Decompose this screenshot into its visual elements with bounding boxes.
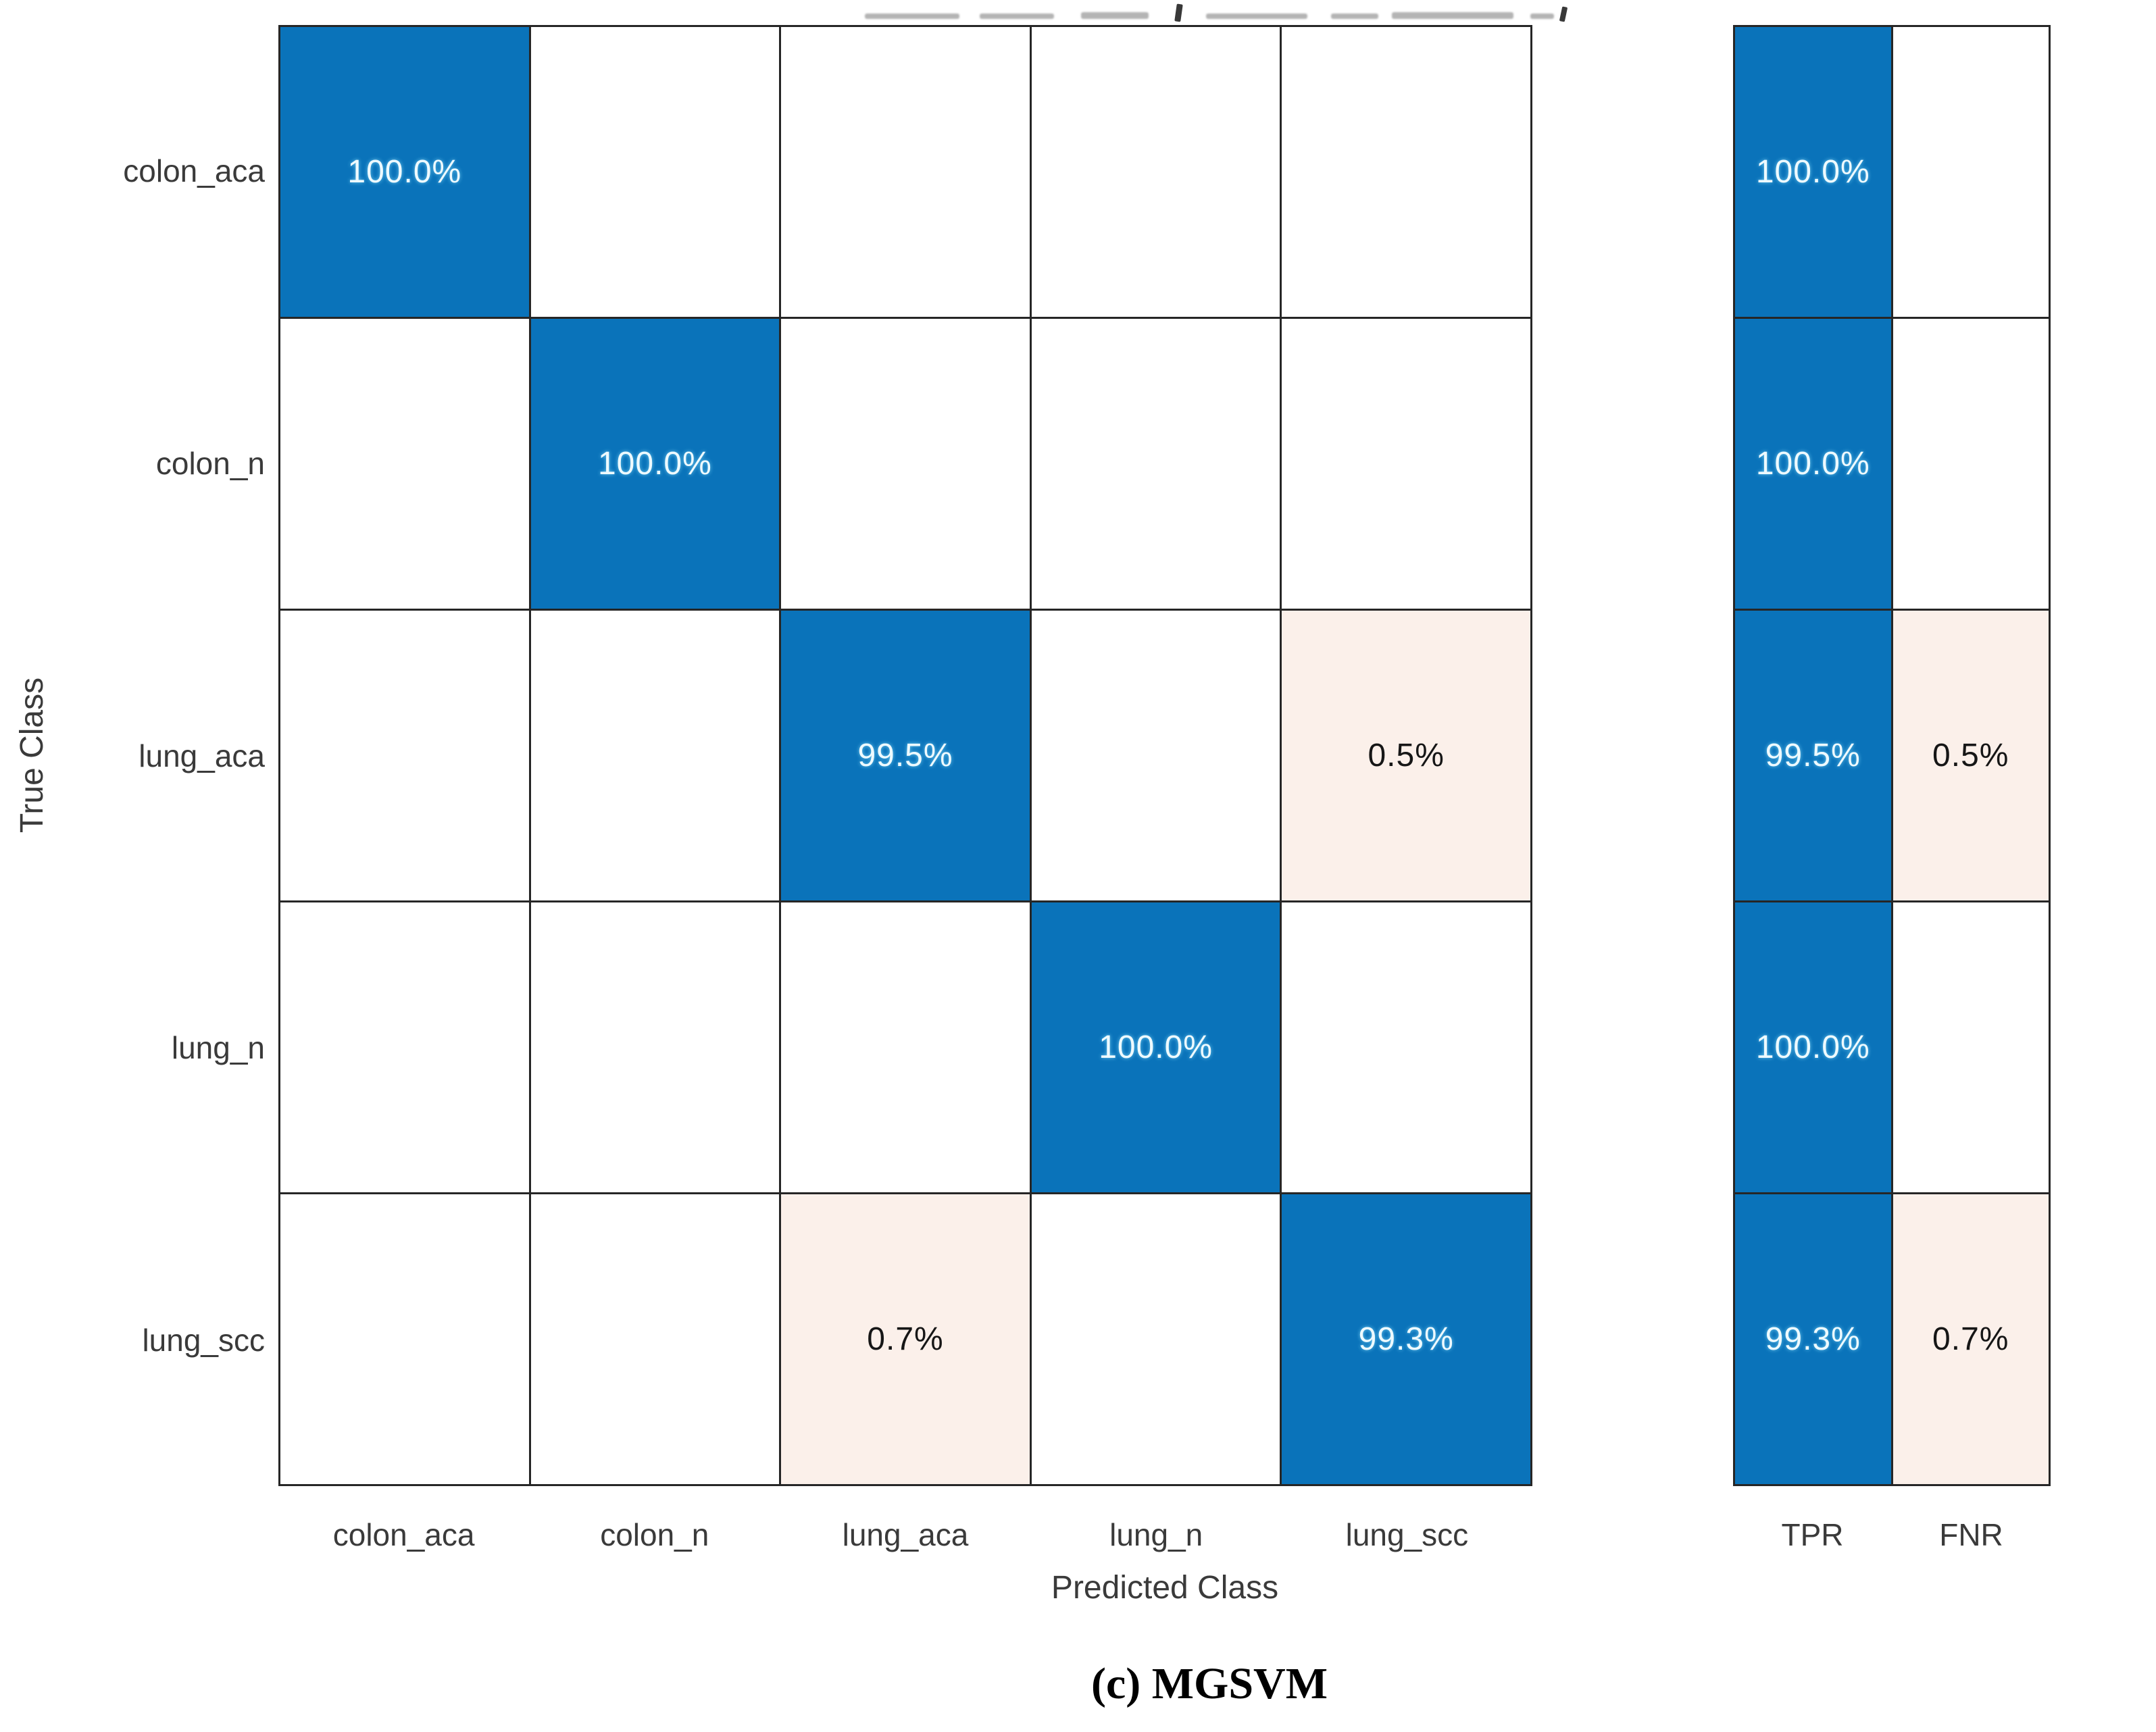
summary-column-label-fnr: FNR [1939,1517,2003,1552]
matrix-cell-lung_aca-colon_aca [280,611,529,900]
matrix-cell-lung_aca-lung_aca: 99.5% [781,611,1030,900]
matrix-cell-colon_n-colon_aca [280,319,529,609]
column-tick-label-lung_aca: lung_aca [842,1517,969,1552]
column-tick-label-lung_n: lung_n [1109,1517,1203,1552]
matrix-cell-lung_aca-lung_n [1031,611,1280,900]
x-axis-label: Predicted Class [1051,1570,1279,1606]
matrix-cell-lung_scc-lung_aca: 0.7% [781,1194,1030,1484]
matrix-cell-colon_aca-lung_n [1031,27,1280,317]
column-tick-label-lung_scc: lung_scc [1345,1517,1469,1552]
matrix-cell-colon_aca-lung_scc [1282,27,1530,317]
row-tick-label-lung_scc: lung_scc [142,1322,265,1358]
matrix-cell-lung_scc-lung_scc: 99.3% [1282,1194,1530,1484]
summary-cell-tpr-colon_n: 100.0% [1735,319,1891,609]
confusion-matrix-grid: 100.0% 100.0% 99.5% 0.5% 100.0% 0.7% 99.3% [278,25,1532,1486]
matrix-cell-colon_aca-lung_aca [781,27,1030,317]
figure-caption: (c) MGSVM [1090,1659,1328,1708]
matrix-cell-lung_aca-lung_scc: 0.5% [1282,611,1530,900]
matrix-cell-lung_n-colon_aca [280,902,529,1192]
summary-cell-fnr-lung_aca: 0.5% [1892,611,2049,900]
summary-cell-tpr-lung_aca: 99.5% [1735,611,1891,900]
summary-cell-fnr-colon_n [1892,319,2049,609]
matrix-cell-lung_scc-colon_aca [280,1194,529,1484]
summary-cell-tpr-lung_scc: 99.3% [1735,1194,1891,1484]
row-tick-label-lung_n: lung_n [171,1030,265,1066]
summary-cell-fnr-lung_scc: 0.7% [1892,1194,2049,1484]
summary-cell-tpr-colon_aca: 100.0% [1735,27,1891,317]
summary-cell-fnr-colon_aca [1892,27,2049,317]
matrix-cell-lung_n-colon_n [530,902,780,1192]
matrix-cell-lung_scc-colon_n [530,1194,780,1484]
summary-cell-fnr-lung_n [1892,902,2049,1192]
matrix-cell-colon_n-lung_aca [781,319,1030,609]
matrix-cell-lung_aca-colon_n [530,611,780,900]
summary-column-label-tpr: TPR [1781,1517,1844,1552]
matrix-cell-colon_aca-colon_aca: 100.0% [280,27,529,317]
row-summary-grid: 100.0% 100.0% 99.5% 0.5% 100.0% 99.3% 0.7% [1733,25,2051,1486]
summary-cell-tpr-lung_n: 100.0% [1735,902,1891,1192]
column-tick-label-colon_n: colon_n [600,1517,709,1552]
row-tick-label-colon_n: colon_n [155,445,265,481]
matrix-cell-lung_n-lung_n: 100.0% [1031,902,1280,1192]
row-tick-label-colon_aca: colon_aca [123,153,265,189]
row-tick-label-lung_aca: lung_aca [139,738,265,773]
matrix-cell-colon_n-colon_n: 100.0% [530,319,780,609]
matrix-cell-colon_aca-colon_n [530,27,780,317]
clipped-title-artifact [858,3,1574,23]
matrix-cell-lung_scc-lung_n [1031,1194,1280,1484]
matrix-cell-colon_n-lung_n [1031,319,1280,609]
matrix-cell-lung_n-lung_scc [1282,902,1530,1192]
column-tick-label-colon_aca: colon_aca [332,1517,475,1552]
matrix-cell-colon_n-lung_scc [1282,319,1530,609]
matrix-cell-lung_n-lung_aca [781,902,1030,1192]
